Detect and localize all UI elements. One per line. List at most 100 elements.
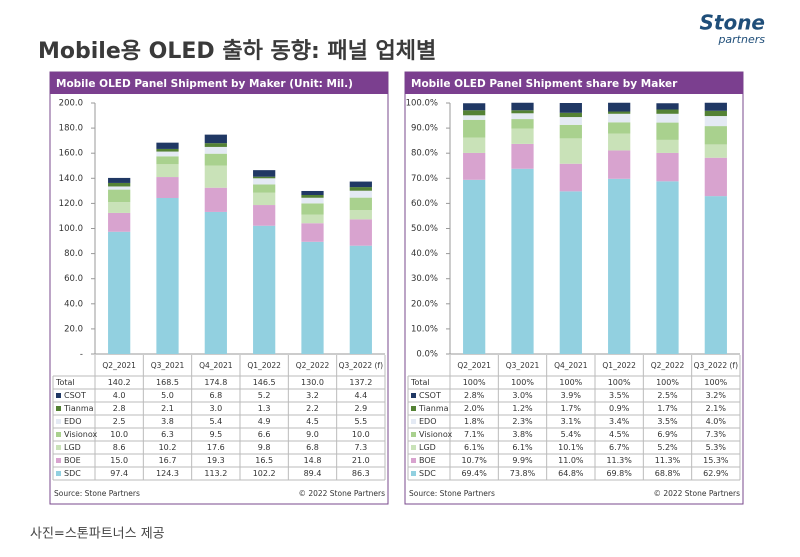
- legend-label: CSOT: [64, 391, 86, 400]
- bar-segment: [463, 137, 486, 153]
- table-value: 1.8%: [464, 417, 485, 426]
- bar-segment: [156, 164, 179, 178]
- table-value: 130.0: [301, 378, 324, 387]
- bar-segment: [204, 143, 227, 147]
- legend-swatch: [411, 432, 416, 437]
- bar-segment: [301, 197, 324, 204]
- legend-swatch: [56, 445, 61, 450]
- table-value: 100%: [511, 378, 534, 387]
- x-tick-label: Q1_2022: [602, 361, 636, 370]
- bar-segment: [156, 177, 179, 199]
- legend-label: BOE: [419, 456, 436, 465]
- y-tick-label: 90.0%: [411, 124, 438, 134]
- bar-segment: [156, 148, 179, 152]
- x-tick-label: Q3_2022 (f): [339, 361, 383, 370]
- bar-segment: [704, 196, 727, 354]
- legend-label: LGD: [419, 443, 436, 452]
- bar-segment: [204, 153, 227, 166]
- bar-segment: [108, 186, 131, 190]
- table-value: 10.0: [110, 430, 128, 439]
- y-tick-label: 20.0%: [411, 299, 438, 309]
- bar-segment: [253, 192, 276, 206]
- table-value: 5.4: [209, 417, 222, 426]
- legend-swatch: [56, 419, 61, 424]
- bar-segment: [108, 231, 131, 354]
- table-value: 62.9%: [703, 469, 729, 478]
- y-tick-label: 60.0: [64, 274, 83, 284]
- bar-segment: [204, 134, 227, 144]
- bar-segment: [704, 116, 727, 127]
- table-value: 6.8: [306, 443, 319, 452]
- table-value: 4.4: [354, 391, 367, 400]
- y-tick-label: 20.0: [64, 324, 83, 334]
- bar-segment: [349, 210, 372, 220]
- legend-label: Visionox: [64, 430, 98, 439]
- bar-segment: [108, 182, 131, 187]
- bar-segment: [559, 124, 582, 139]
- legend-swatch: [411, 393, 416, 398]
- x-tick-label: Q2_2022: [296, 361, 330, 370]
- bar-segment: [463, 152, 486, 180]
- table-value: 97.4: [110, 469, 128, 478]
- table-value: 73.8%: [510, 469, 536, 478]
- table-value: 3.8%: [512, 430, 533, 439]
- logo-sub: partners: [717, 33, 765, 46]
- source-note: Source: Stone Partners: [54, 489, 140, 498]
- table-value: 146.5: [253, 378, 276, 387]
- legend-swatch: [56, 406, 61, 411]
- legend-label: EDO: [419, 417, 437, 426]
- bar-segment: [511, 128, 534, 144]
- table-value: 10.1%: [558, 443, 584, 452]
- table-value: 2.9: [354, 404, 367, 413]
- table-value: 11.0%: [558, 456, 584, 465]
- bar-segment: [204, 146, 227, 154]
- table-value: 86.3: [352, 469, 370, 478]
- y-tick-label: 40.0%: [411, 249, 438, 259]
- bar-segment: [156, 151, 179, 157]
- x-tick-label: Q3_2021: [151, 361, 185, 370]
- legend-swatch: [56, 471, 61, 476]
- y-tick-label: 100.0%: [406, 99, 438, 109]
- table-value: 4.5%: [609, 430, 630, 439]
- y-tick-label: 0.0%: [416, 350, 438, 360]
- table-value: 2.5%: [657, 391, 678, 400]
- bar-segment: [704, 144, 727, 158]
- bar-segment: [253, 176, 276, 179]
- table-value: 100%: [463, 378, 486, 387]
- bar-segment: [511, 143, 534, 169]
- legend-label: SDC: [419, 469, 436, 478]
- y-tick-label: 60.0%: [411, 199, 438, 209]
- y-tick-label: 50.0%: [411, 224, 438, 234]
- table-value: 2.0%: [464, 404, 485, 413]
- bar-segment: [656, 181, 679, 354]
- bar-segment: [704, 102, 727, 111]
- table-value: 102.2: [253, 469, 276, 478]
- table-value: 10.0: [352, 430, 370, 439]
- y-tick-label: 80.0: [64, 249, 83, 259]
- legend-label: BOE: [64, 456, 81, 465]
- bar-segment: [463, 115, 486, 120]
- table-value: 3.0: [209, 404, 222, 413]
- table-value: 4.0%: [706, 417, 727, 426]
- table-value: 140.2: [108, 378, 131, 387]
- bar-segment: [656, 122, 679, 140]
- bar-segment: [463, 110, 486, 116]
- table-value: 10.7%: [461, 456, 487, 465]
- table-value: 5.0: [161, 391, 174, 400]
- bar-segment: [253, 178, 276, 185]
- table-value: 8.6: [113, 443, 126, 452]
- table-value: 5.2%: [657, 443, 678, 452]
- bar-segment: [608, 122, 631, 134]
- table-value: 69.4%: [461, 469, 487, 478]
- bar-segment: [301, 223, 324, 242]
- bar-segment: [704, 110, 727, 117]
- x-tick-label: Q2_2021: [102, 361, 136, 370]
- table-value: 9.0: [306, 430, 319, 439]
- bar-segment: [704, 157, 727, 197]
- bar-segment: [204, 165, 227, 188]
- table-value: 2.5: [113, 417, 126, 426]
- table-value: 124.3: [156, 469, 179, 478]
- table-value: 5.4%: [561, 430, 582, 439]
- bar-segment: [156, 198, 179, 354]
